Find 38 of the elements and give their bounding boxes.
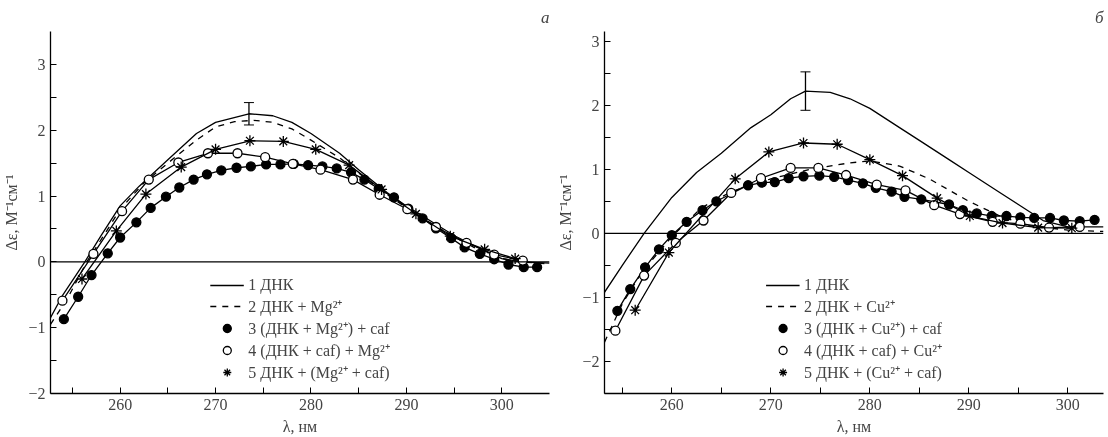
legend-label: 2 ДНК + Mg²⁺: [248, 297, 343, 317]
y-tick-label: −1: [582, 288, 600, 306]
y-tick-label: 1: [37, 187, 46, 205]
chart-title: а: [541, 7, 550, 27]
y-tick-label: −1: [28, 319, 46, 337]
x-tick-label: 280: [298, 395, 323, 413]
y-tick-label: 2: [591, 96, 600, 114]
y-tick-label: 3: [37, 55, 46, 73]
legend-label: 3 (ДНК + Cu²⁺) + caf: [804, 319, 942, 339]
x-axis-title: λ, нм: [282, 417, 318, 435]
legend-label: 5 ДНК + (Cu²⁺ + caf): [804, 363, 942, 383]
x-axis-title: λ, нм: [836, 417, 872, 435]
legend-label: 1 ДНК: [804, 276, 850, 294]
y-axis-title: Δε, М⁻¹см⁻¹: [557, 174, 575, 251]
x-tick-label: 260: [659, 395, 684, 413]
legend-label: 4 (ДНК + caf) + Cu²⁺: [804, 341, 942, 361]
legend-label: 4 (ДНК + caf) + Mg²⁺: [248, 341, 390, 361]
x-tick-label: 280: [857, 395, 882, 413]
x-tick-label: 290: [394, 395, 419, 413]
x-tick-label: 260: [108, 395, 133, 413]
y-tick-label: −2: [582, 352, 600, 370]
legend-label: 3 (ДНК + Mg²⁺) + caf: [248, 319, 390, 339]
y-tick-label: 0: [37, 253, 46, 271]
x-tick-label: 300: [1055, 395, 1080, 413]
legend-label: 1 ДНК: [248, 276, 294, 294]
legend-label: 2 ДНК + Cu²⁺: [804, 297, 895, 317]
y-tick-label: 1: [591, 160, 600, 178]
legend-label: 5 ДНК + (Mg²⁺ + caf): [248, 363, 390, 383]
y-tick-label: 2: [37, 121, 46, 139]
y-tick-label: −2: [28, 385, 46, 402]
y-tick-label: 0: [591, 224, 600, 242]
x-tick-label: 290: [956, 395, 981, 413]
x-tick-label: 300: [489, 395, 514, 413]
chart-title: б: [1094, 7, 1104, 27]
y-tick-label: 3: [591, 32, 600, 50]
y-axis-title: Δε, М⁻¹см⁻¹: [3, 174, 21, 251]
x-tick-label: 270: [203, 395, 228, 413]
x-tick-label: 270: [758, 395, 783, 413]
